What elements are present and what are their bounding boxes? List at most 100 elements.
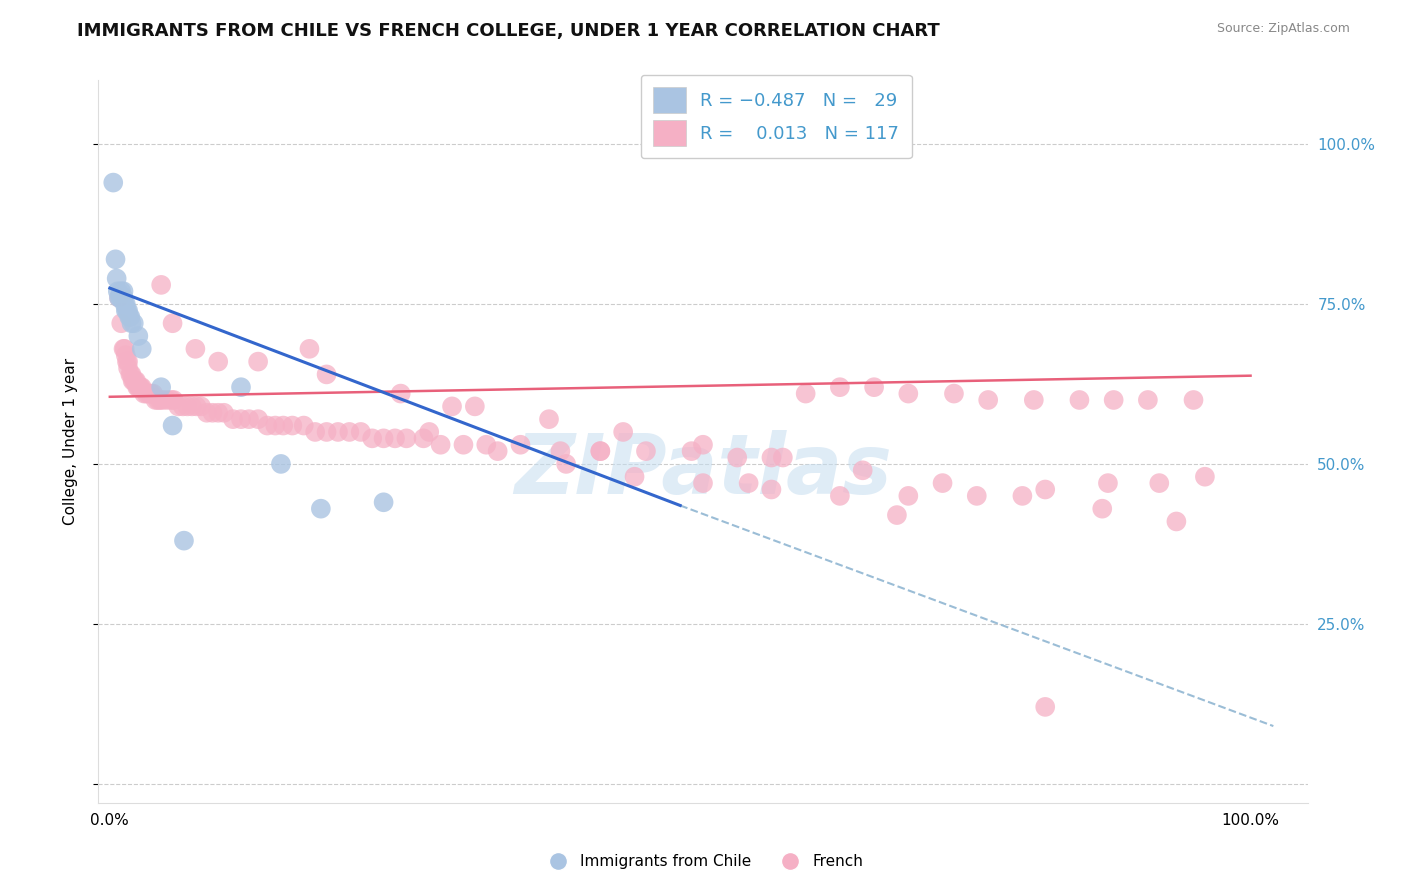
Point — [117, 354, 139, 368]
Point — [112, 285, 135, 299]
Point — [156, 392, 179, 407]
Point — [238, 412, 260, 426]
Point — [110, 285, 132, 299]
Point — [897, 386, 920, 401]
Point — [256, 418, 278, 433]
Point — [132, 386, 155, 401]
Point — [794, 386, 817, 401]
Text: IMMIGRANTS FROM CHILE VS FRENCH COLLEGE, UNDER 1 YEAR CORRELATION CHART: IMMIGRANTS FROM CHILE VS FRENCH COLLEGE,… — [77, 22, 941, 40]
Point — [681, 444, 703, 458]
Point — [111, 291, 134, 305]
Point — [127, 380, 149, 394]
Point — [186, 400, 208, 414]
Point — [761, 450, 783, 465]
Point — [121, 368, 143, 382]
Point — [201, 406, 224, 420]
Point — [150, 277, 173, 292]
Point — [486, 444, 509, 458]
Point — [389, 386, 412, 401]
Point — [931, 476, 953, 491]
Point — [828, 380, 851, 394]
Point — [103, 176, 125, 190]
Point — [120, 310, 142, 324]
Point — [114, 303, 136, 318]
Point — [977, 392, 1000, 407]
Point — [131, 342, 153, 356]
Point — [292, 418, 315, 433]
Point — [772, 450, 794, 465]
Point — [108, 291, 131, 305]
Point — [149, 392, 172, 407]
Point — [114, 297, 136, 311]
Point — [247, 354, 270, 368]
Point — [181, 400, 204, 414]
Point — [555, 457, 578, 471]
Point — [128, 380, 150, 394]
Point — [122, 374, 145, 388]
Point — [112, 342, 135, 356]
Point — [395, 431, 418, 445]
Point — [761, 483, 783, 497]
Point — [942, 386, 965, 401]
Point — [350, 425, 373, 439]
Point — [212, 406, 235, 420]
Point — [139, 386, 162, 401]
Point — [315, 368, 337, 382]
Point — [105, 271, 128, 285]
Point — [1166, 515, 1188, 529]
Point — [195, 406, 218, 420]
Point — [326, 425, 349, 439]
Point — [117, 303, 139, 318]
Point — [115, 303, 138, 318]
Point — [108, 291, 131, 305]
Point — [441, 400, 464, 414]
Point — [120, 368, 142, 382]
Point — [190, 400, 212, 414]
Point — [304, 425, 326, 439]
Point — [1011, 489, 1033, 503]
Point — [207, 354, 229, 368]
Point — [1033, 483, 1056, 497]
Point — [1091, 501, 1114, 516]
Point — [124, 374, 146, 388]
Point — [110, 316, 132, 330]
Point — [1022, 392, 1045, 407]
Point — [167, 400, 190, 414]
Point — [107, 285, 129, 299]
Y-axis label: College, Under 1 year: College, Under 1 year — [63, 358, 77, 525]
Point — [138, 386, 160, 401]
Point — [135, 386, 157, 401]
Point — [589, 444, 612, 458]
Point — [309, 501, 332, 516]
Point — [634, 444, 657, 458]
Point — [121, 374, 143, 388]
Point — [315, 425, 337, 439]
Point — [475, 438, 498, 452]
Point — [112, 291, 135, 305]
Point — [1069, 392, 1091, 407]
Point — [150, 392, 173, 407]
Point — [429, 438, 451, 452]
Point — [1194, 469, 1216, 483]
Point — [127, 329, 149, 343]
Point — [863, 380, 886, 394]
Point — [589, 444, 612, 458]
Point — [271, 418, 294, 433]
Point — [163, 392, 186, 407]
Point — [828, 489, 851, 503]
Point — [222, 412, 245, 426]
Point — [270, 457, 292, 471]
Point — [118, 310, 141, 324]
Point — [886, 508, 908, 522]
Point — [150, 380, 173, 394]
Point — [229, 412, 252, 426]
Point — [1097, 476, 1119, 491]
Point — [509, 438, 531, 452]
Point — [1102, 392, 1125, 407]
Point — [131, 380, 153, 394]
Point — [373, 495, 395, 509]
Point — [176, 400, 198, 414]
Point — [162, 316, 184, 330]
Point — [160, 392, 183, 407]
Point — [127, 380, 149, 394]
